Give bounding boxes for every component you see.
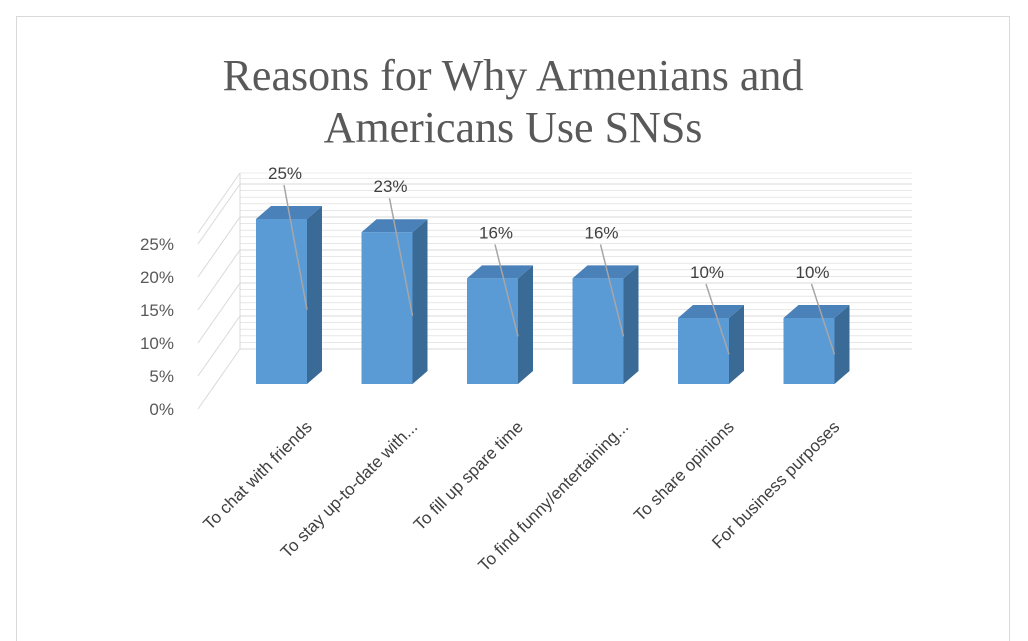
bar-top <box>467 265 533 279</box>
data-label: 23% <box>373 177 407 196</box>
side-gridline <box>197 216 241 278</box>
bar-side <box>518 265 533 384</box>
bar <box>256 219 307 384</box>
data-label: 16% <box>479 223 513 242</box>
side-gridline <box>197 315 241 377</box>
category-label: To share opinions <box>630 417 738 525</box>
bar-top <box>572 265 639 279</box>
bar-top <box>678 305 744 318</box>
y-tick-label: 10% <box>140 334 174 353</box>
bar-side <box>412 219 428 384</box>
bar <box>783 318 835 384</box>
bar-side <box>834 305 850 384</box>
data-label: 10% <box>795 263 829 282</box>
bar <box>572 278 624 384</box>
data-label-leader <box>283 184 308 310</box>
side-gridline <box>197 348 241 410</box>
y-tick-label: 25% <box>140 235 174 254</box>
data-label-leader <box>599 244 625 337</box>
y-tick-label: 0% <box>149 400 174 419</box>
chart-title-line-1: Reasons for Why Armenians and <box>222 51 804 100</box>
bar <box>467 278 518 384</box>
data-label: 10% <box>690 263 724 282</box>
data-label: 16% <box>584 223 618 242</box>
data-label-leader <box>810 283 836 355</box>
side-gridline <box>197 183 241 245</box>
chart-title-line-2: Americans Use SNSs <box>323 103 703 152</box>
chart-title: Reasons for Why Armenians and Americans … <box>16 50 1010 154</box>
y-tick-label: 5% <box>149 367 174 386</box>
bar <box>678 318 729 384</box>
side-gridline <box>197 249 241 311</box>
data-label-leader <box>494 244 519 337</box>
data-label-leader <box>705 283 730 355</box>
side-gridline <box>197 282 241 344</box>
category-label: To chat with friends <box>199 417 315 533</box>
side-gridline <box>197 172 241 234</box>
bar <box>361 232 413 384</box>
bar-side <box>729 305 744 384</box>
data-label-leader <box>388 198 414 316</box>
data-label: 25% <box>268 164 302 183</box>
bar-side <box>623 265 639 384</box>
bar-top <box>783 305 850 318</box>
y-tick-label: 20% <box>140 268 174 287</box>
y-tick-label: 15% <box>140 301 174 320</box>
bar-side <box>307 206 322 384</box>
category-label: To fill up spare time <box>410 417 527 534</box>
